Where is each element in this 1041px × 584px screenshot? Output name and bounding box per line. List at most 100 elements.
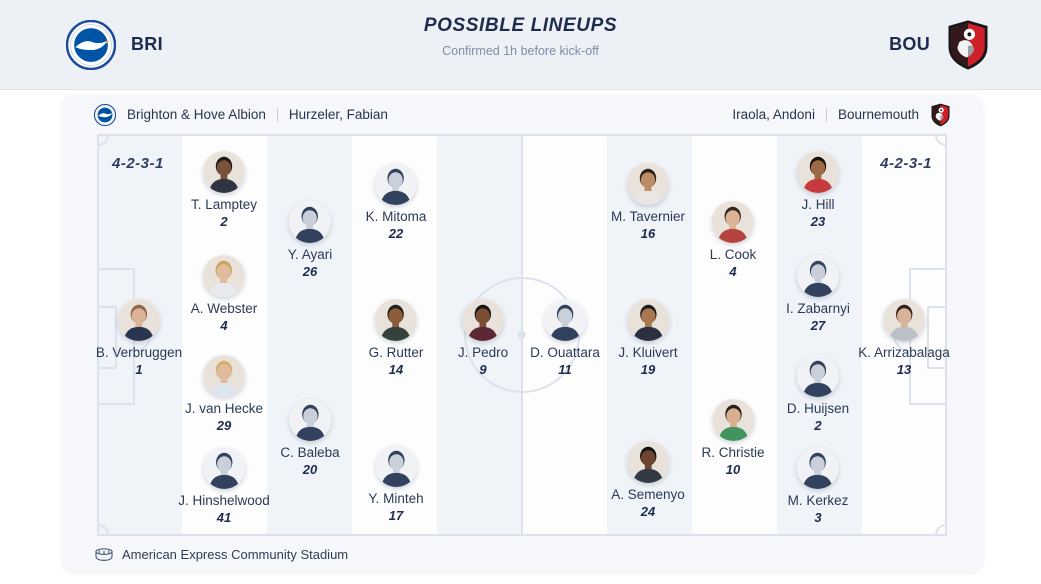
- player-number: 22: [388, 226, 404, 241]
- brighton-crest-small-icon: [94, 103, 116, 126]
- player-card[interactable]: T. Lamptey 2: [191, 151, 257, 230]
- player-avatar: [374, 445, 417, 487]
- player-avatar: [883, 299, 925, 341]
- player-number: 13: [896, 362, 912, 377]
- player-card[interactable]: J. Kluivert 19: [618, 299, 678, 378]
- player-number: 1: [135, 362, 143, 377]
- player-avatar: [797, 151, 839, 193]
- player-name: J. van Hecke: [184, 401, 264, 416]
- player-card[interactable]: A. Webster 4: [191, 255, 257, 334]
- player-card[interactable]: J. Hill 23: [797, 151, 839, 230]
- player-number: 2: [220, 214, 228, 229]
- player-card[interactable]: Y. Minteh 17: [368, 445, 424, 524]
- match-header: BRI POSSIBLE LINEUPS Confirmed 1h before…: [0, 0, 1041, 90]
- player-number: 20: [302, 462, 318, 477]
- home-formation-label: 4-2-3-1: [112, 155, 164, 172]
- player-number: 10: [725, 462, 741, 477]
- player-card[interactable]: C. Baleba 20: [280, 399, 340, 478]
- player-card[interactable]: I. Zabarnyi 27: [786, 255, 850, 334]
- player-card[interactable]: K. Arrizabalaga 13: [858, 299, 950, 378]
- player-name: J. Hinshelwood: [178, 493, 270, 508]
- player-card[interactable]: L. Cook 4: [709, 201, 757, 280]
- player-number: 29: [216, 418, 232, 433]
- player-card[interactable]: Y. Ayari 26: [287, 201, 333, 280]
- player-name: I. Zabarnyi: [786, 301, 850, 316]
- card-header: Brighton & Hove Albion Hurzeler, Fabian …: [62, 95, 983, 134]
- player-number: 3: [814, 510, 822, 525]
- player-number: 4: [729, 264, 737, 279]
- player-name: R. Christie: [701, 445, 765, 460]
- player-card[interactable]: M. Kerkez 3: [787, 447, 849, 526]
- player-card[interactable]: M. Tavernier 16: [611, 163, 685, 242]
- bournemouth-crest-icon: [945, 19, 991, 71]
- away-formation-label: 4-2-3-1: [880, 155, 932, 172]
- player-name: T. Lamptey: [190, 197, 258, 212]
- title-block: POSSIBLE LINEUPS Confirmed 1h before kic…: [311, 15, 731, 58]
- player-number: 26: [302, 264, 318, 279]
- player-avatar: [712, 201, 754, 243]
- player-number: 14: [388, 362, 404, 377]
- player-card[interactable]: R. Christie 10: [701, 399, 765, 478]
- player-number: 2: [814, 418, 822, 433]
- player-number: 11: [558, 362, 572, 377]
- player-name: B. Verbruggen: [95, 345, 183, 360]
- player-avatar: [797, 355, 839, 397]
- player-avatar: [374, 299, 417, 341]
- player-card[interactable]: J. Pedro 9: [458, 299, 508, 378]
- player-number: 19: [640, 362, 656, 377]
- player-card[interactable]: D. Ouattara 11: [530, 299, 600, 378]
- player-avatar: [288, 399, 331, 441]
- player-name: A. Semenyo: [611, 487, 685, 502]
- away-team-abbr: BOU: [889, 34, 930, 54]
- home-club-row[interactable]: Brighton & Hove Albion Hurzeler, Fabian: [94, 103, 388, 126]
- player-number: 4: [220, 318, 228, 333]
- player-avatar: [462, 299, 504, 341]
- player-card[interactable]: B. Verbruggen 1: [96, 299, 182, 378]
- home-team-header[interactable]: BRI: [66, 0, 163, 89]
- brighton-crest-icon: [66, 19, 116, 70]
- player-number: 27: [810, 318, 826, 333]
- player-avatar: [117, 299, 160, 341]
- player-number: 41: [216, 510, 232, 525]
- player-avatar: [203, 151, 245, 193]
- player-number: 17: [388, 508, 404, 523]
- away-club-name: Bournemouth: [837, 107, 919, 122]
- home-team-abbr: BRI: [131, 34, 163, 54]
- player-card[interactable]: G. Rutter 14: [368, 299, 424, 378]
- player-avatar: [544, 299, 586, 341]
- player-name: Y. Ayari: [287, 247, 333, 262]
- player-name: J. Pedro: [457, 345, 509, 360]
- player-avatar: [626, 441, 669, 483]
- player-name: M. Tavernier: [610, 209, 686, 224]
- player-card[interactable]: A. Semenyo 24: [611, 441, 685, 520]
- player-number: 24: [640, 504, 656, 519]
- player-card[interactable]: K. Mitoma 22: [366, 163, 426, 242]
- player-avatar: [202, 447, 245, 489]
- player-name: Y. Minteh: [368, 491, 424, 506]
- player-name: K. Arrizabalaga: [858, 345, 950, 360]
- player-avatar: [203, 255, 245, 297]
- home-club-name: Brighton & Hove Albion: [127, 107, 266, 122]
- away-club-row[interactable]: Iraola, Andoni Bournemouth: [732, 103, 951, 127]
- player-number: 16: [640, 226, 656, 241]
- player-name: G. Rutter: [368, 345, 424, 360]
- player-card[interactable]: J. Hinshelwood 41: [178, 447, 270, 526]
- player-avatar: [797, 255, 839, 297]
- divider: [825, 107, 827, 122]
- away-team-header[interactable]: BOU: [889, 0, 991, 89]
- player-name: L. Cook: [709, 247, 757, 262]
- player-name: J. Hill: [801, 197, 835, 212]
- player-avatar: [627, 163, 669, 205]
- player-avatar: [288, 201, 331, 243]
- player-card[interactable]: D. Huijsen 2: [787, 355, 849, 434]
- lineups-card: Brighton & Hove Albion Hurzeler, Fabian …: [62, 95, 983, 572]
- page-subtitle: Confirmed 1h before kick-off: [442, 44, 599, 58]
- player-card[interactable]: J. van Hecke 29: [185, 355, 263, 434]
- player-avatar: [202, 355, 245, 397]
- away-coach-name: Iraola, Andoni: [732, 107, 815, 122]
- venue-name: American Express Community Stadium: [122, 546, 349, 562]
- player-name: M. Kerkez: [787, 493, 849, 508]
- player-avatar: [796, 447, 839, 489]
- divider: [276, 107, 278, 122]
